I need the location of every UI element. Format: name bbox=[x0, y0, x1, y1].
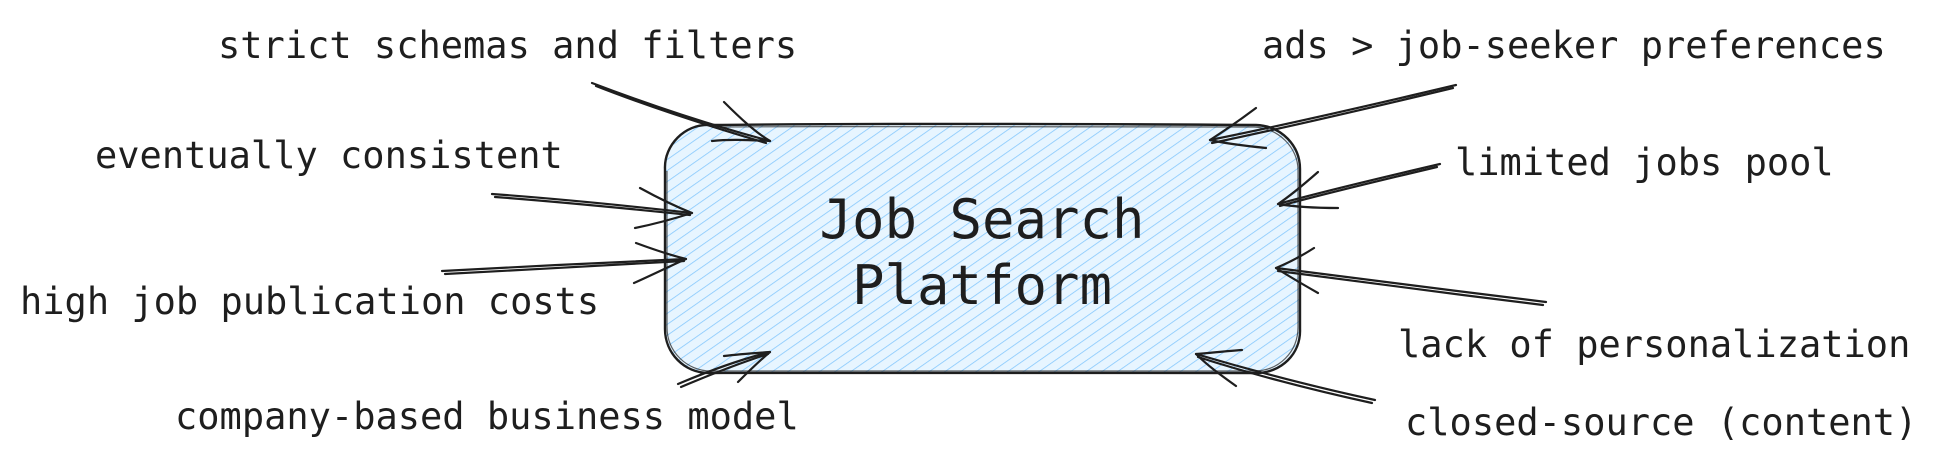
arrow-lack-of-personalization bbox=[1274, 246, 1548, 307]
center-box-hatch bbox=[665, 125, 1300, 373]
label-closed-source: closed-source (content) bbox=[1405, 401, 1917, 444]
label-high-publication-costs: high job publication costs bbox=[20, 280, 599, 323]
arrow-strict-schemas bbox=[590, 81, 772, 145]
arrow-closed-source bbox=[1194, 348, 1377, 405]
center-title-line1: Job Search bbox=[819, 188, 1144, 251]
arrow-high-publication-costs bbox=[440, 241, 688, 285]
arrow-limited-jobs-pool bbox=[1276, 162, 1442, 210]
center-title-line2: Platform bbox=[852, 254, 1112, 317]
label-lack-of-personalization: lack of personalization bbox=[1398, 323, 1910, 366]
arrow-company-based-model bbox=[676, 350, 772, 389]
label-strict-schemas: strict schemas and filters bbox=[218, 24, 797, 67]
center-box-outline-sketch bbox=[666, 125, 1299, 373]
center-box: Job Search Platform bbox=[663, 122, 1302, 375]
label-eventually-consistent: eventually consistent bbox=[95, 134, 563, 177]
label-company-based-model: company-based business model bbox=[175, 395, 799, 438]
center-box-outline bbox=[663, 122, 1302, 375]
arrow-eventually-consistent bbox=[490, 186, 694, 230]
label-ads-over-preferences: ads > job-seeker preferences bbox=[1262, 24, 1886, 67]
label-limited-jobs-pool: limited jobs pool bbox=[1455, 141, 1834, 184]
arrow-ads-over-preferences bbox=[1208, 83, 1458, 150]
